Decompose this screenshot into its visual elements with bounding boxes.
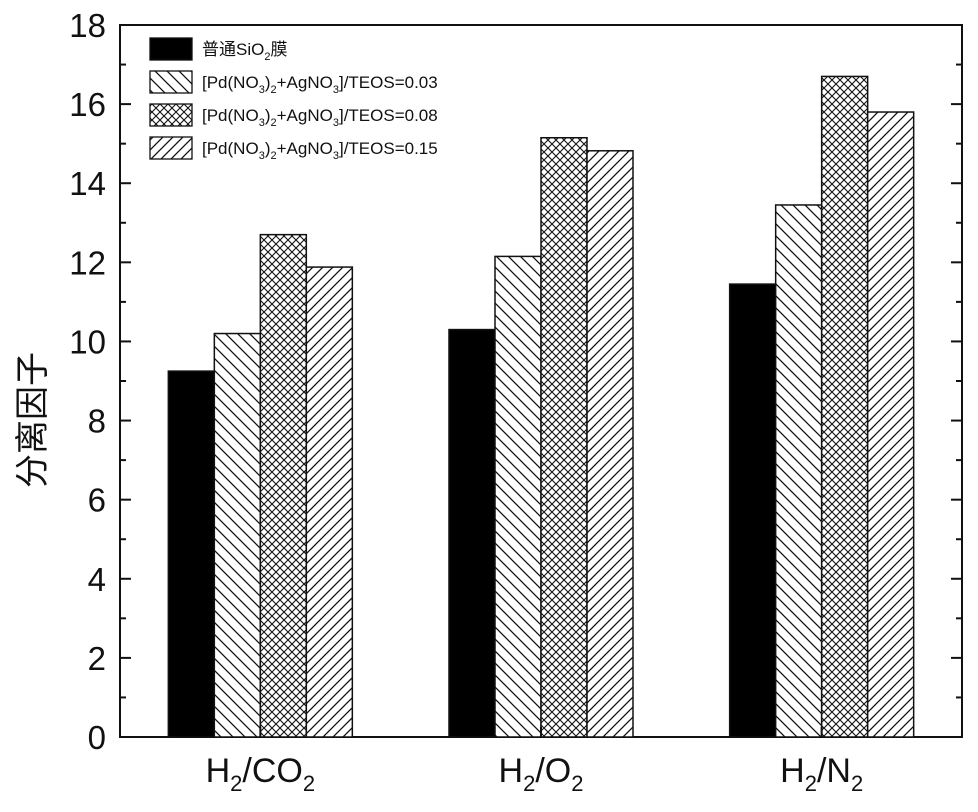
x-tick-label-part: /CO — [242, 752, 302, 790]
y-tick-label: 12 — [69, 244, 106, 281]
bar-series1-cat3 — [728, 283, 777, 738]
bar-series2-cat2 — [494, 255, 542, 738]
bars-group — [167, 75, 915, 738]
bar-series4-cat1 — [305, 266, 354, 738]
y-tick-label: 2 — [88, 640, 106, 677]
legend-label-part: 2 — [270, 84, 276, 96]
bar-series1-cat2 — [448, 328, 496, 738]
legend-label-part: +AgNO — [277, 139, 333, 158]
legend-label-part: ]/TEOS=0.15 — [339, 139, 438, 158]
bar-series1-cat1 — [167, 370, 216, 738]
legend-swatch — [149, 136, 193, 160]
legend: 普通SiO2膜[Pd(NO3)2+AgNO3]/TEOS=0.03[Pd(NO3… — [149, 37, 438, 162]
x-tick-label: H2/CO2 — [206, 752, 316, 796]
y-axis: 0 2 4 6 8 10 12 14 16 18 — [69, 7, 962, 756]
legend-label: 普通SiO2膜 — [202, 40, 287, 63]
legend-label-part: 3 — [259, 117, 265, 129]
x-axis: H2/CO2 H2/O2 H2/N2 — [206, 727, 863, 796]
x-tick-label: H2/O2 — [499, 752, 584, 796]
y-tick-label: 6 — [88, 482, 106, 519]
bar-series4-cat3 — [866, 111, 915, 738]
legend-label-part: 3 — [333, 84, 339, 96]
legend-label-part: 2 — [270, 117, 276, 129]
x-tick-label-part: 2 — [523, 771, 535, 796]
y-tick-label: 4 — [88, 561, 106, 598]
y-tick-label: 0 — [88, 719, 106, 756]
y-tick-label: 16 — [69, 86, 106, 123]
legend-label-part: 普通SiO — [202, 40, 264, 59]
x-tick-label-part: /N — [817, 752, 851, 790]
legend-label-part: ]/TEOS=0.08 — [339, 106, 438, 125]
legend-label: [Pd(NO3)2+AgNO3]/TEOS=0.15 — [202, 139, 438, 162]
x-tick-label-part: 2 — [230, 771, 242, 796]
legend-label-part: [Pd(NO — [202, 139, 259, 158]
legend-label-part: 3 — [333, 117, 339, 129]
x-tick-label-part: H — [499, 752, 524, 790]
y-tick-label: 14 — [69, 165, 106, 202]
x-tick-label-part: 2 — [851, 771, 863, 796]
x-tick-label: H2/N2 — [780, 752, 863, 796]
legend-label-part: ) — [265, 139, 271, 158]
legend-label-part: +AgNO — [277, 106, 333, 125]
legend-label-part: [Pd(NO — [202, 106, 259, 125]
x-tick-label-part: H — [206, 752, 231, 790]
bar-series3-cat3 — [820, 75, 869, 738]
legend-label-part: 膜 — [270, 40, 287, 59]
bar-series4-cat2 — [586, 150, 634, 738]
legend-label-part: [Pd(NO — [202, 73, 259, 92]
legend-label: [Pd(NO3)2+AgNO3]/TEOS=0.03 — [202, 73, 438, 96]
x-tick-label-part: 2 — [303, 771, 315, 796]
legend-label: [Pd(NO3)2+AgNO3]/TEOS=0.08 — [202, 106, 438, 129]
legend-label-part: 3 — [259, 150, 265, 162]
legend-label-part: +AgNO — [277, 73, 333, 92]
y-tick-label: 8 — [88, 403, 106, 440]
x-tick-label-part: 2 — [571, 771, 583, 796]
x-tick-label-part: 2 — [805, 771, 817, 796]
bar-series2-cat1 — [213, 332, 262, 738]
legend-label-part: 3 — [259, 84, 265, 96]
legend-label-part: ]/TEOS=0.03 — [339, 73, 438, 92]
y-tick-label: 10 — [69, 323, 106, 360]
legend-swatch — [149, 37, 193, 61]
legend-label-part: 3 — [333, 150, 339, 162]
bar-series2-cat3 — [774, 204, 823, 738]
legend-label-part: 2 — [270, 150, 276, 162]
bar-series3-cat1 — [259, 233, 308, 738]
legend-swatch — [149, 70, 193, 94]
bar-series3-cat2 — [540, 136, 588, 738]
legend-label-part: 2 — [264, 51, 270, 63]
legend-label-part: ) — [265, 73, 271, 92]
legend-swatch — [149, 103, 193, 127]
legend-label-part: ) — [265, 106, 271, 125]
x-tick-label-part: H — [780, 752, 805, 790]
y-tick-label: 18 — [69, 7, 106, 44]
y-axis-label: 分离因子 — [13, 352, 53, 488]
x-tick-label-part: /O — [535, 752, 571, 790]
